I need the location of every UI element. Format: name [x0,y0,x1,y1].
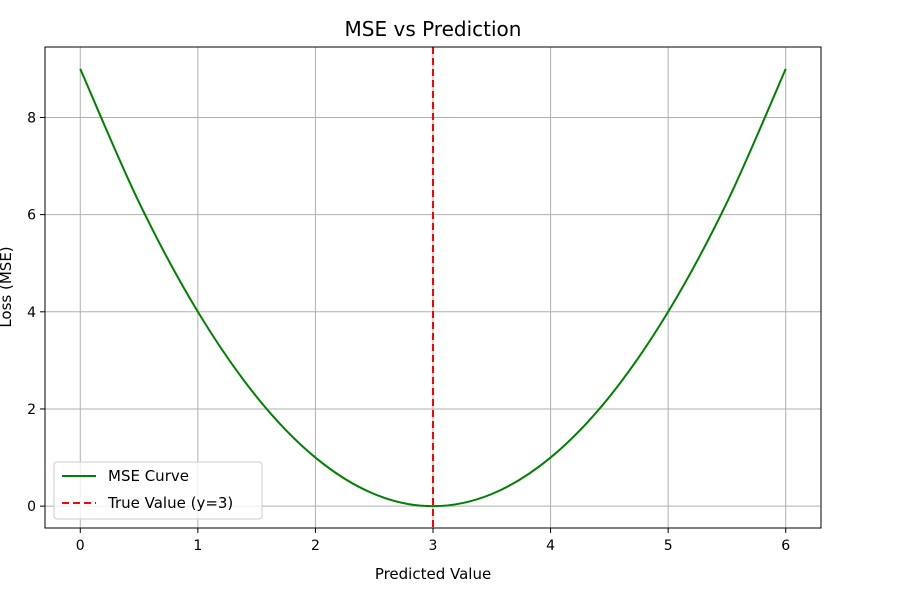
chart-title: MSE vs Prediction [345,17,522,41]
y-tick-label: 2 [27,402,36,418]
x-axis: 0 1 2 3 4 5 6 [76,528,790,554]
x-tick-label: 5 [664,538,673,554]
series-line-mse-curve [79,68,787,508]
x-tick-label: 2 [311,538,320,554]
legend-label-mse: MSE Curve [108,467,189,485]
legend: MSE Curve True Value (y=3) [53,461,263,520]
y-axis-label: Loss (MSE) [0,246,15,327]
x-tick-label: 0 [76,538,85,554]
y-tick-label: 4 [27,305,36,321]
x-tick-label: 3 [429,538,438,554]
x-tick-label: 4 [546,538,555,554]
x-axis-label: Predicted Value [375,565,491,583]
x-tick-label: 6 [781,538,790,554]
y-tick-label: 6 [27,208,36,224]
series-layer [79,47,787,528]
legend-box [53,461,263,520]
legend-label-true-value: True Value (y=3) [107,494,233,512]
y-tick-label: 8 [27,110,36,126]
y-tick-label: 0 [27,499,36,515]
x-tick-label: 1 [193,538,202,554]
y-axis: 0 2 4 6 8 [27,110,45,515]
grid [45,47,821,528]
